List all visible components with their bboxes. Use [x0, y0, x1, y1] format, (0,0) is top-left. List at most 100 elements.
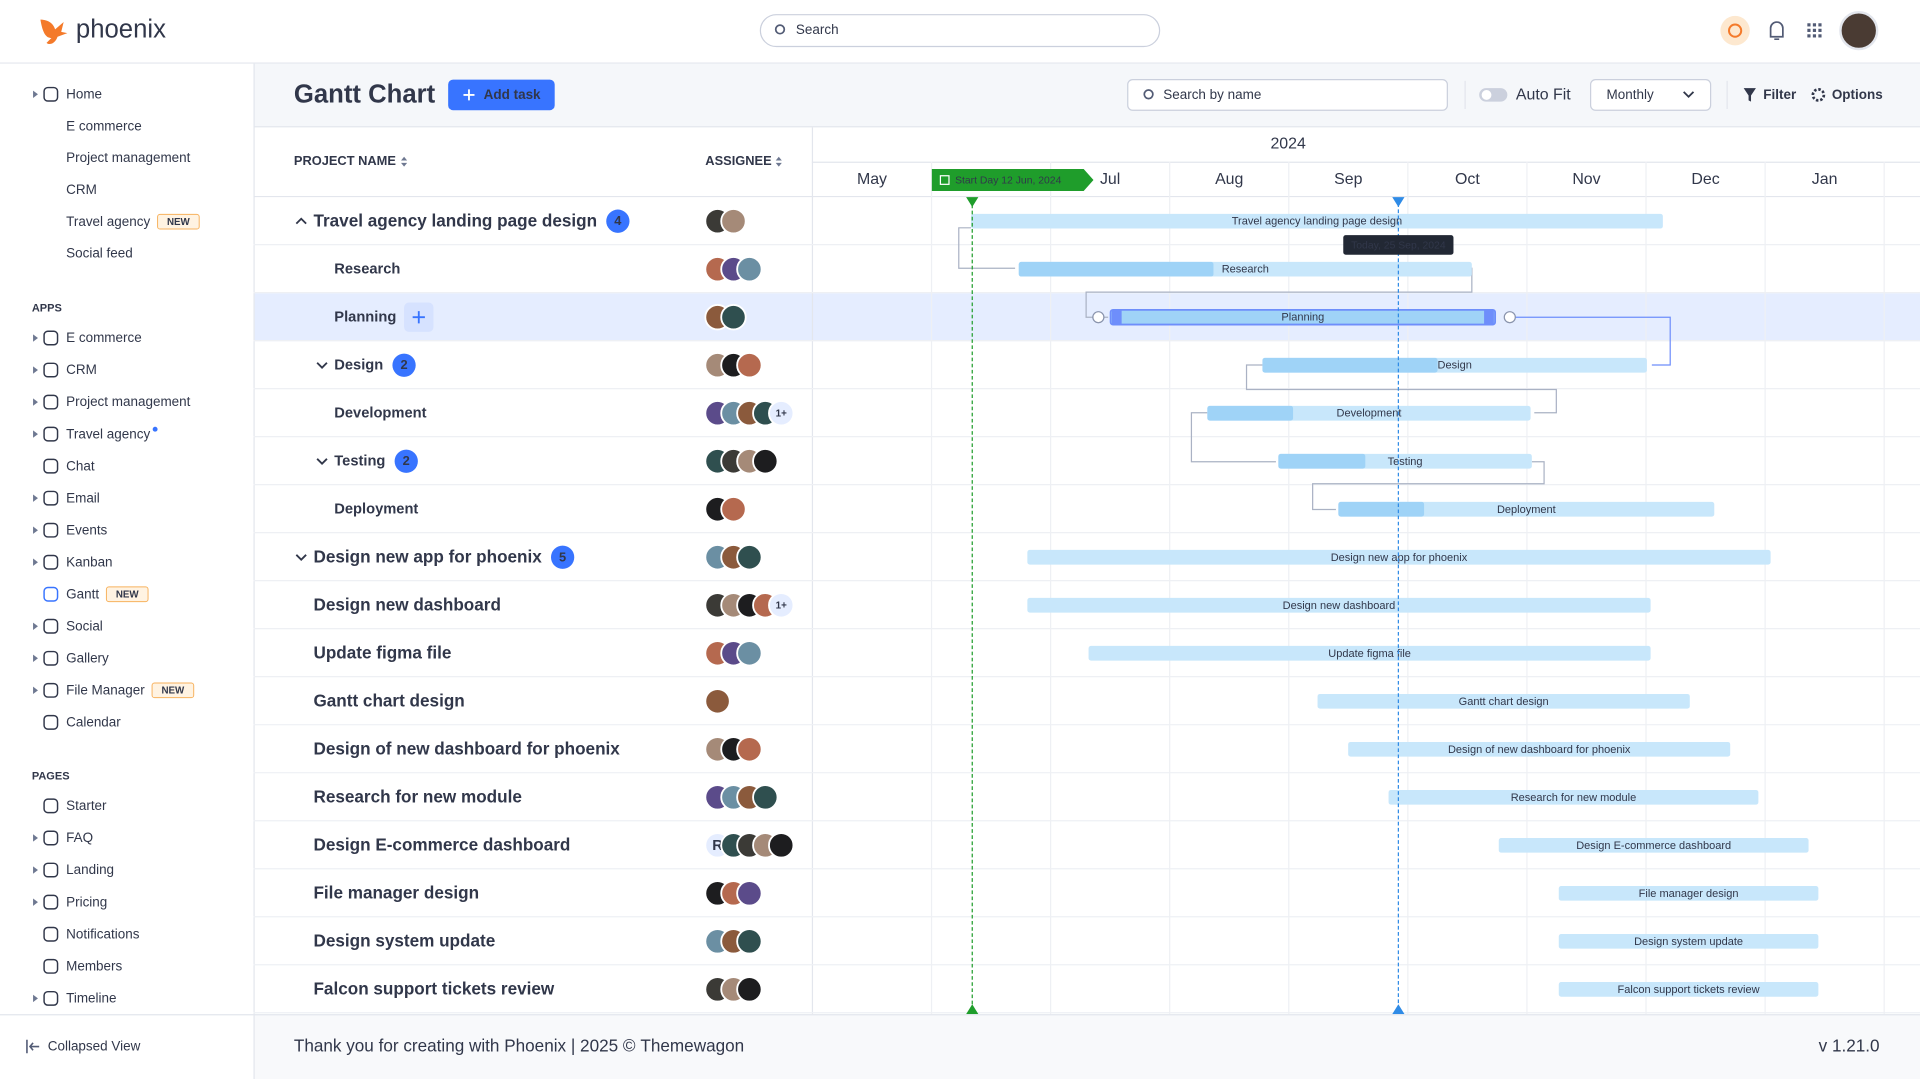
name-search[interactable] [1127, 78, 1448, 111]
caret-icon [33, 834, 38, 842]
gantt-bar-label: Design new app for phoenix [1331, 552, 1468, 564]
global-search[interactable] [759, 14, 1161, 48]
gantt-bar[interactable] [1088, 645, 1651, 661]
bell-icon[interactable] [1769, 21, 1784, 41]
filter-button[interactable]: Filter [1763, 87, 1797, 102]
apps-grid-icon[interactable] [1818, 23, 1822, 27]
nav-icon [43, 586, 59, 602]
apps-grid-icon[interactable] [1818, 28, 1822, 32]
dependency-link [1312, 461, 1545, 511]
gantt-bar[interactable] [1558, 885, 1819, 901]
column-header[interactable]: PROJECT NAME [294, 153, 396, 168]
gantt-bar[interactable] [1498, 837, 1809, 853]
theme-toggle[interactable] [1720, 15, 1750, 46]
apps-grid-icon[interactable] [1807, 23, 1811, 27]
gantt-bar[interactable] [1027, 597, 1651, 613]
gantt-bar[interactable] [1027, 549, 1771, 565]
link-handle[interactable] [1092, 311, 1105, 324]
column-header[interactable]: ASSIGNEE [705, 153, 772, 168]
task-name[interactable]: Travel agency landing page design [313, 210, 597, 230]
gantt-bar[interactable] [971, 213, 1663, 229]
task-name[interactable]: Gantt chart design [313, 690, 464, 710]
apps-grid-icon[interactable] [1812, 34, 1817, 38]
caret-icon [33, 366, 38, 374]
nav-label[interactable]: Social [66, 618, 103, 633]
caret-icon [316, 458, 328, 465]
task-name[interactable]: Design of new dashboard for phoenix [313, 738, 620, 758]
nav-label[interactable]: Home [66, 86, 102, 101]
apps-grid-icon[interactable] [1812, 28, 1817, 32]
nav-label[interactable]: E commerce [66, 330, 142, 345]
caret-icon [33, 686, 38, 695]
nav-label[interactable]: Travel agency [66, 214, 150, 229]
task-name[interactable]: Deployment [334, 502, 418, 518]
task-name[interactable]: Update figma file [313, 642, 451, 662]
add-task-label: Add task [484, 87, 541, 102]
nav-label[interactable]: Landing [66, 862, 114, 877]
avatar [704, 688, 731, 715]
nav-label[interactable]: Members [66, 958, 122, 973]
nav-label[interactable]: Email [66, 490, 100, 505]
nav-label[interactable]: Starter [66, 798, 107, 813]
task-name[interactable]: Testing [334, 454, 385, 470]
gantt-bar[interactable] [1317, 693, 1690, 709]
collapse-button[interactable]: Collapsed View [48, 1039, 141, 1054]
nav-label[interactable]: Timeline [66, 991, 116, 1006]
nav-label[interactable]: Gantt [66, 586, 99, 601]
caret-icon [33, 494, 38, 502]
view-select[interactable] [1590, 78, 1712, 111]
apps-grid-icon[interactable] [1807, 28, 1811, 32]
apps-grid-icon[interactable] [1812, 23, 1817, 27]
nav-icon [43, 990, 59, 1006]
task-name[interactable]: Falcon support tickets review [313, 978, 554, 998]
apps-grid-icon[interactable] [1818, 34, 1822, 38]
footer-link[interactable]: Themewagon [640, 1036, 744, 1056]
task-name[interactable]: Design new app for phoenix [313, 546, 542, 566]
nav-label[interactable]: Pricing [66, 894, 107, 909]
apps-grid-icon[interactable] [1807, 34, 1811, 38]
nav-icon [43, 958, 59, 974]
task-name[interactable]: Design [334, 358, 383, 374]
task-name[interactable]: Development [334, 406, 426, 422]
gantt-bar[interactable] [1388, 789, 1759, 805]
nav-label[interactable]: FAQ [66, 830, 93, 845]
gantt-bar[interactable] [1558, 933, 1819, 949]
task-name[interactable]: Design new dashboard [313, 594, 500, 614]
task-name[interactable]: Research for new module [313, 786, 521, 806]
nav-label[interactable]: Notifications [66, 926, 140, 941]
nav-label[interactable]: Travel agency [66, 426, 150, 441]
task-name[interactable]: Planning [334, 310, 396, 326]
nav-label[interactable]: File Manager [66, 683, 145, 698]
nav-label[interactable]: Events [66, 522, 107, 537]
nav-label[interactable]: Kanban [66, 554, 112, 569]
task-name[interactable]: Design system update [313, 930, 495, 950]
nav-label[interactable]: Chat [66, 458, 95, 473]
nav-label[interactable]: Project management [66, 150, 191, 165]
resize-handle[interactable] [1484, 309, 1494, 325]
nav-label[interactable]: Calendar [66, 715, 121, 730]
caret-icon [33, 898, 38, 906]
gantt-bar-progress [1207, 405, 1294, 421]
nav-label[interactable]: Gallery [66, 650, 109, 665]
nav-label[interactable]: Social feed [66, 246, 133, 261]
gantt-bar[interactable] [1338, 501, 1715, 517]
resize-handle[interactable] [1111, 309, 1122, 325]
add-task-button[interactable] [448, 79, 555, 111]
nav-label[interactable]: Project management [66, 394, 191, 409]
task-name[interactable]: Design E-commerce dashboard [313, 834, 570, 854]
gantt-bar[interactable] [1558, 982, 1819, 997]
nav-label[interactable]: CRM [66, 362, 97, 377]
count-badge-text: 2 [400, 357, 407, 372]
caret-icon [33, 398, 38, 406]
user-avatar[interactable] [1839, 11, 1879, 51]
link-handle[interactable] [1503, 311, 1516, 324]
gantt-bar[interactable] [1348, 741, 1731, 757]
nav-label[interactable]: E commerce [66, 118, 142, 133]
global-search-placeholder: Search [796, 22, 839, 37]
nav-label[interactable]: CRM [66, 182, 97, 197]
options-button[interactable]: Options [1832, 87, 1883, 102]
task-name[interactable]: Research [334, 262, 400, 278]
avatar [736, 928, 763, 955]
task-name[interactable]: File manager design [313, 882, 479, 902]
